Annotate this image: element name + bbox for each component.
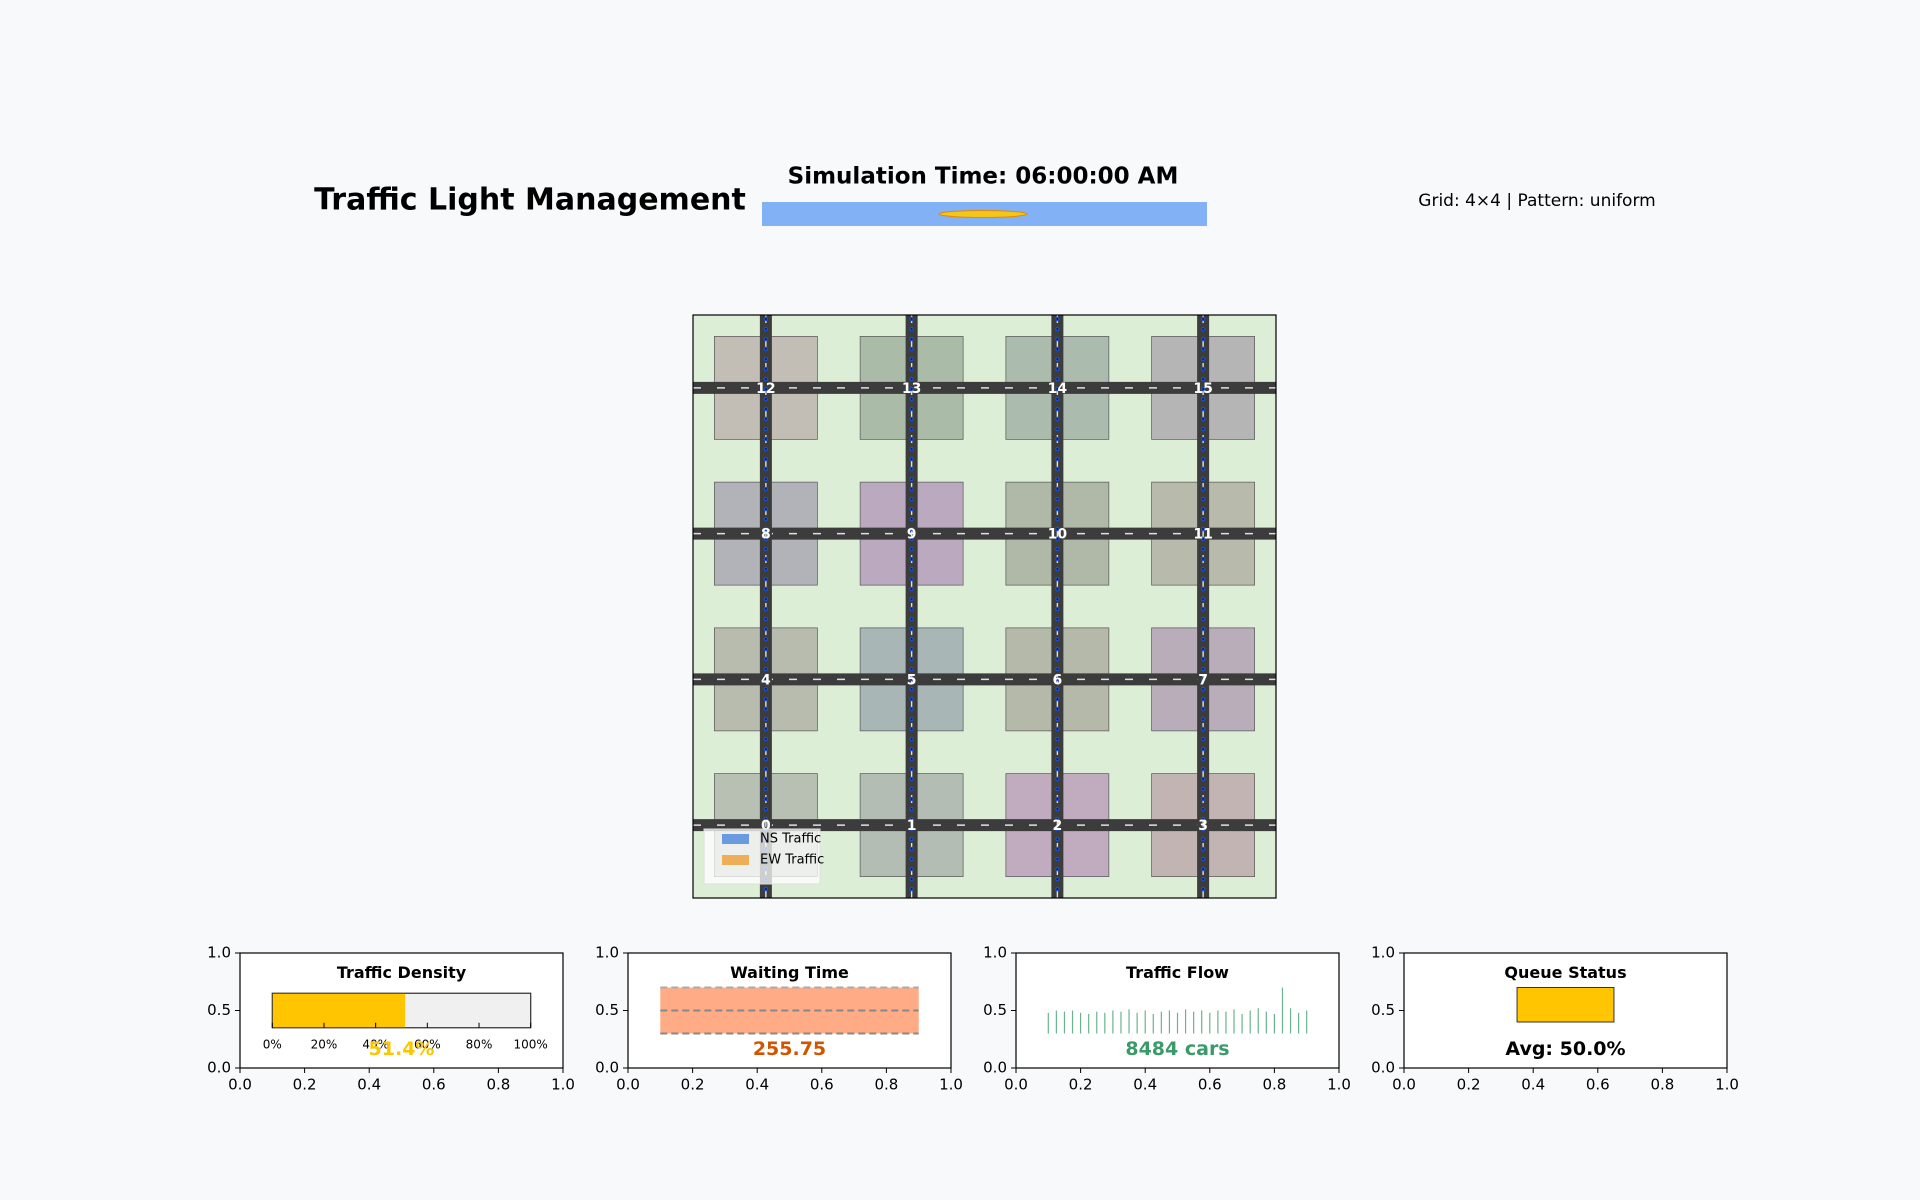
legend-label: EW Traffic xyxy=(760,853,824,868)
intersection-label: 2 xyxy=(1053,818,1063,834)
x-tick-label: 1.0 xyxy=(551,1076,575,1094)
sun xyxy=(938,210,1028,218)
x-tick-label: 0.8 xyxy=(1262,1076,1286,1094)
y-tick-label: 0.0 xyxy=(595,1059,619,1077)
scale-tick-label: 100% xyxy=(514,1038,548,1052)
intersection-label: 6 xyxy=(1053,672,1063,688)
intersection-label: 5 xyxy=(907,672,917,688)
y-tick-label: 0.5 xyxy=(1371,1001,1395,1019)
scale-tick-label: 80% xyxy=(466,1038,493,1052)
y-tick-label: 1.0 xyxy=(207,944,231,962)
map-frame xyxy=(692,314,1277,899)
queue-panel: Avg: 50.0% Queue Status 0.0 0.2 0.4 0.6 0.8 1.0… xyxy=(1371,944,1739,1094)
x-tick-label: 0.6 xyxy=(1198,1076,1222,1094)
y-tick-label: 0.5 xyxy=(595,1001,619,1019)
legend-patch xyxy=(722,834,749,844)
x-tick-label: 0.0 xyxy=(1392,1076,1416,1094)
axes-bg xyxy=(1016,953,1339,1068)
legend-label: NS Traffic xyxy=(760,832,821,847)
intersection-label: 7 xyxy=(1198,672,1208,688)
x-tick-label: 0.2 xyxy=(1457,1076,1481,1094)
x-tick-label: 0.8 xyxy=(874,1076,898,1094)
x-tick-label: 0.8 xyxy=(486,1076,510,1094)
queue-block xyxy=(1516,987,1615,1023)
x-tick-label: 0.2 xyxy=(1069,1076,1093,1094)
intersection-label: 14 xyxy=(1048,381,1068,397)
x-tick-label: 0.0 xyxy=(1004,1076,1028,1094)
x-tick-label: 0.4 xyxy=(1133,1076,1157,1094)
y-tick-label: 0.0 xyxy=(983,1059,1007,1077)
x-tick-label: 0.4 xyxy=(357,1076,381,1094)
scale-tick-label: 0% xyxy=(263,1038,282,1052)
x-tick-label: 0.8 xyxy=(1650,1076,1674,1094)
panel-title: Queue Status xyxy=(1504,963,1626,982)
x-tick-label: 0.4 xyxy=(1521,1076,1545,1094)
x-tick-label: 0.6 xyxy=(810,1076,834,1094)
sim-time: Simulation Time: 06:00:00 AM xyxy=(788,164,1179,190)
x-tick-label: 1.0 xyxy=(1327,1076,1351,1094)
intersection-label: 3 xyxy=(1198,818,1208,834)
x-tick-label: 0.0 xyxy=(228,1076,252,1094)
scale-tick-label: 20% xyxy=(311,1038,338,1052)
y-tick-label: 0.0 xyxy=(207,1059,231,1077)
intersection-label: 1 xyxy=(907,818,917,834)
y-tick-label: 1.0 xyxy=(1371,944,1395,962)
flow-panel: 8484 cars Traffic Flow 0.0 0.2 0.4 0.6 0.8 1.0 0… xyxy=(983,944,1351,1094)
x-tick-label: 1.0 xyxy=(939,1076,963,1094)
grid-info: Grid: 4×4 | Pattern: uniform xyxy=(1418,191,1655,211)
waiting-value: 255.75 xyxy=(753,1038,826,1060)
intersection-label: 13 xyxy=(902,381,921,397)
density-bar xyxy=(272,993,406,1028)
density-value: 51.4% xyxy=(369,1038,435,1060)
intersection-label: 10 xyxy=(1048,527,1068,543)
app-title: Traffic Light Management xyxy=(314,183,746,218)
panel-title: Traffic Flow xyxy=(1126,963,1229,982)
x-tick-label: 0.2 xyxy=(293,1076,317,1094)
legend: NS Traffic EW Traffic xyxy=(703,828,824,885)
x-tick-label: 1.0 xyxy=(1715,1076,1739,1094)
y-tick-label: 1.0 xyxy=(983,944,1007,962)
intersection-label: 0 xyxy=(761,818,771,834)
intersection-label: 4 xyxy=(761,672,771,688)
scale-tick-label: 40% xyxy=(362,1038,389,1052)
y-tick-label: 0.5 xyxy=(207,1001,231,1019)
legend-patch xyxy=(722,855,749,865)
density-outline xyxy=(271,992,532,1029)
queue-average: Avg: 50.0% xyxy=(1505,1038,1625,1060)
x-tick-label: 0.6 xyxy=(422,1076,446,1094)
scale-tick-label: 60% xyxy=(414,1038,441,1052)
x-tick-label: 0.2 xyxy=(681,1076,705,1094)
panel-title: Traffic Density xyxy=(337,963,467,982)
intersection-label: 11 xyxy=(1193,527,1212,543)
y-tick-label: 0.5 xyxy=(983,1001,1007,1019)
intersection-label: 9 xyxy=(907,527,917,543)
y-tick-label: 0.0 xyxy=(1371,1059,1395,1077)
waiting-panel: 255.75 Waiting Time 0.0 0.2 0.4 0.6 0.8 1.0 0.0 0… xyxy=(595,944,963,1094)
x-tick-label: 0.4 xyxy=(745,1076,769,1094)
x-tick-label: 0.0 xyxy=(616,1076,640,1094)
y-tick-label: 1.0 xyxy=(595,944,619,962)
density-panel: 0% 20% 40% 60% 80% 100% 51.4% Traffic Density 0.… xyxy=(207,944,575,1094)
flow-total: 8484 cars xyxy=(1125,1038,1229,1060)
panel-title: Waiting Time xyxy=(730,963,849,982)
intersection-label: 12 xyxy=(756,381,775,397)
intersection-label: 15 xyxy=(1193,381,1212,397)
intersection-label: 8 xyxy=(761,527,771,543)
x-tick-label: 0.6 xyxy=(1586,1076,1610,1094)
